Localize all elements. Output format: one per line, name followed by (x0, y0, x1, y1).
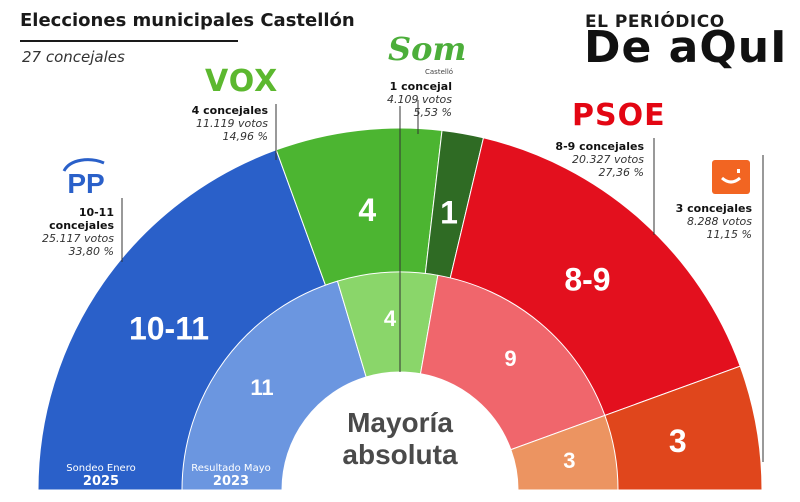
cs-logo-icon (712, 160, 750, 194)
outer-ring-legend: Sondeo Enero 2025 (46, 463, 156, 489)
cs-votes: 8.288 votos (686, 215, 752, 228)
pp-info: 10-11 concejales 25.117 votos 33,80 % (18, 206, 114, 258)
outer-slice-label-psoe: 8-9 (564, 262, 610, 298)
som-pct: 5,53 % (413, 106, 452, 119)
som-votes: 4.109 votos (386, 93, 452, 106)
inner-ring-year: 2023 (212, 474, 250, 489)
psoe-seats: 8-9 concejales (555, 140, 644, 153)
psoe-votes: 20.327 votos (572, 153, 644, 166)
cs-smile-icon (721, 169, 741, 184)
inner-ring-2023 (181, 271, 619, 491)
page-title: Elecciones municipales Castellón (20, 10, 355, 31)
som-logo: Som (388, 30, 467, 68)
cs-pct: 11,15 % (706, 228, 752, 241)
cs-info: 3 concejales 8.288 votos 11,15 % (656, 202, 752, 241)
inner-slice-label-vox: 4 (384, 306, 397, 331)
pp-pct: 33,80 % (68, 245, 114, 258)
cs-seats: 3 concejales (675, 202, 752, 215)
inner-ring-legend: Resultado Mayo 2023 (176, 463, 286, 489)
pp-votes: 25.117 votos (42, 232, 114, 245)
vox-pct: 14,96 % (222, 130, 268, 143)
brand-logo-main: De aQuI (584, 22, 788, 73)
vox-votes: 11.119 votos (196, 117, 268, 130)
outer-slice-label-cs: 3 (669, 423, 687, 459)
outer-ring-2025 (37, 127, 763, 491)
vox-logo: VOX (205, 64, 279, 99)
page-subtitle: 27 concejales (22, 48, 125, 66)
outer-ring-label: Sondeo Enero (66, 463, 136, 474)
inner-ring-label: Resultado Mayo (191, 463, 271, 474)
pp-seats: 10-11 concejales (49, 206, 114, 232)
som-seats: 1 concejal (389, 80, 452, 93)
som-info: 1 concejal 4.109 votos 5,53 % (362, 80, 452, 119)
outer-slice-label-vox: 4 (358, 192, 376, 228)
inner-slice-label-psoe: 9 (504, 346, 516, 371)
majority-label-line: absoluta (342, 439, 458, 470)
vox-seats: 4 concejales (191, 104, 268, 117)
outer-slice-label-pp: 10-11 (129, 310, 209, 346)
psoe-pct: 27,36 % (598, 166, 644, 179)
psoe-info: 8-9 concejales 20.327 votos 27,36 % (548, 140, 644, 179)
pp-logo-text: PP (67, 168, 104, 197)
title-underline (20, 40, 238, 42)
majority-label-line: Mayoría (347, 407, 453, 438)
som-logo-sub: Castelló (425, 68, 454, 76)
outer-slice-label-som-castelló: 1 (440, 194, 458, 230)
slice-labels: 10-11 4 1 8-9 3 11 4 9 3 (129, 192, 687, 473)
outer-ring-year: 2025 (82, 474, 120, 489)
psoe-logo: PSOE (572, 98, 666, 133)
brand-logo-top: EL PERIÓDICO (585, 12, 725, 32)
inner-slice-label-pp: 11 (250, 375, 273, 400)
inner-slice-label-cs: 3 (563, 448, 575, 473)
center-disc-shape (282, 372, 518, 490)
pp-logo-icon: PP (62, 158, 105, 197)
vox-info: 4 concejales 11.119 votos 14,96 % (176, 104, 268, 143)
